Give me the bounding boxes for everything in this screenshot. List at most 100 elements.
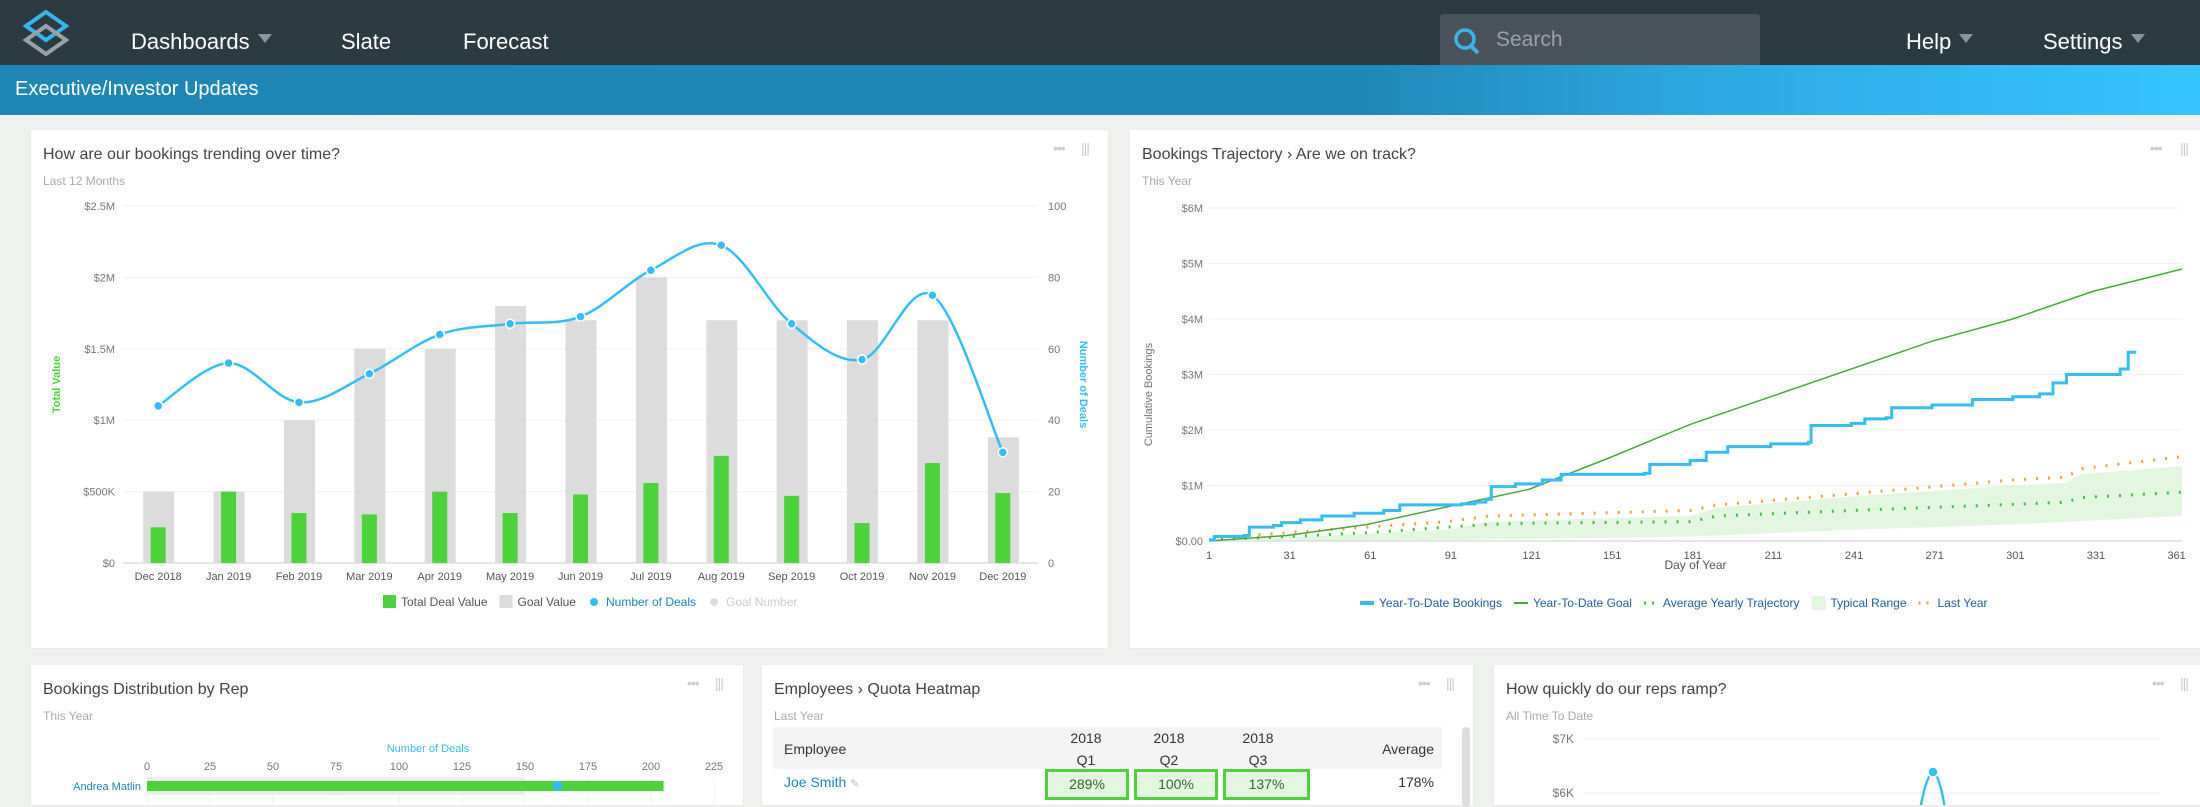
x-tick: Oct 2019 xyxy=(840,571,885,583)
x-tick: 100 xyxy=(390,761,408,773)
deal-value-bar[interactable] xyxy=(713,455,729,563)
col-quarter: Q3 xyxy=(1248,752,1268,768)
y2-tick: 20 xyxy=(1048,487,1060,499)
ramp-chart: $7K $6K xyxy=(1553,732,2160,805)
deals-point[interactable] xyxy=(645,265,657,276)
deals-bar[interactable] xyxy=(147,781,664,791)
more-icon[interactable]: ••• xyxy=(1053,140,1066,156)
deal-value-bar[interactable] xyxy=(995,493,1011,563)
panel-title: Bookings Trajectory › Are we on track? xyxy=(1142,146,1416,163)
edit-pencil-icon[interactable]: ✎ xyxy=(850,778,860,790)
legend-item[interactable]: Goal Number xyxy=(726,595,797,609)
y2-axis-title: Number of Deals xyxy=(1077,341,1089,428)
legend-item[interactable]: Total Deal Value xyxy=(401,595,488,609)
deal-value-bar[interactable] xyxy=(221,491,237,563)
y-tick: $500K xyxy=(83,487,115,499)
y2-tick: 60 xyxy=(1048,344,1060,356)
x-tick: Mar 2019 xyxy=(346,571,392,583)
deal-value-bar[interactable] xyxy=(784,495,800,563)
deal-value-bar[interactable] xyxy=(643,483,659,563)
deals-point[interactable] xyxy=(364,368,375,380)
col-employee[interactable]: Employee xyxy=(784,741,847,757)
more-icon[interactable]: ••• xyxy=(2152,675,2165,691)
legend-item[interactable]: Year-To-Date Bookings xyxy=(1379,596,1502,610)
deals-point[interactable] xyxy=(786,318,797,330)
heatmap-cell[interactable]: 289% xyxy=(1045,769,1129,800)
filter-icon[interactable]: ||| xyxy=(2180,675,2189,691)
caret-down-icon xyxy=(257,34,272,43)
y-tick: $1.5M xyxy=(84,344,115,356)
more-icon[interactable]: ••• xyxy=(1418,675,1431,691)
logo-icon[interactable] xyxy=(20,10,72,56)
legend-item[interactable]: Number of Deals xyxy=(606,595,696,609)
deals-point[interactable] xyxy=(716,240,727,251)
deal-value-bar[interactable] xyxy=(150,527,166,563)
deals-point[interactable] xyxy=(997,447,1009,458)
deal-value-bar[interactable] xyxy=(291,513,307,563)
nav-settings[interactable]: Settings xyxy=(2043,0,2145,65)
nav-label: Dashboards xyxy=(131,29,250,54)
more-icon[interactable]: ••• xyxy=(2150,140,2163,156)
filter-icon[interactable]: ||| xyxy=(1446,675,1455,691)
x-axis-title: Number of Deals xyxy=(387,743,470,755)
rep-label[interactable]: Andrea Matlin xyxy=(73,781,141,793)
nav-forecast[interactable]: Forecast xyxy=(463,29,549,54)
x-tick: 50 xyxy=(267,761,279,773)
heatmap-cell[interactable]: 137% xyxy=(1223,769,1310,800)
filter-icon[interactable]: ||| xyxy=(2180,140,2189,156)
legend-item[interactable]: Last Year xyxy=(1938,596,1988,610)
x-tick: 225 xyxy=(705,761,723,773)
x-tick: 241 xyxy=(1845,550,1863,562)
deals-point[interactable] xyxy=(504,318,516,330)
deals-point[interactable] xyxy=(223,357,234,369)
nav-help[interactable]: Help xyxy=(1906,0,1974,65)
search-placeholder: Search xyxy=(1496,28,1563,51)
marker-point[interactable] xyxy=(552,781,563,791)
legend-item[interactable]: Average Yearly Trajectory xyxy=(1663,596,1800,610)
more-icon[interactable]: ••• xyxy=(687,675,700,691)
deal-value-bar[interactable] xyxy=(573,494,588,563)
filter-icon[interactable]: ||| xyxy=(715,675,724,691)
panel-title: Employees › Quota Heatmap xyxy=(774,681,981,698)
col-q3[interactable]: 2018 Q3 xyxy=(1228,727,1288,771)
nav-dashboards[interactable]: Dashboards xyxy=(131,0,272,65)
search-icon xyxy=(1454,28,1480,55)
deals-point[interactable] xyxy=(927,290,938,301)
legend-item[interactable]: Goal Value xyxy=(518,595,577,609)
employee-link[interactable]: Joe Smith ✎ xyxy=(784,774,859,790)
col-q1[interactable]: 2018 Q1 xyxy=(1056,727,1116,771)
deals-point[interactable] xyxy=(152,400,164,412)
x-tick: 121 xyxy=(1522,550,1540,562)
caret-down-icon xyxy=(2130,34,2145,43)
nav-label: Help xyxy=(1906,29,1952,54)
x-tick: May 2019 xyxy=(486,571,534,583)
deals-point[interactable] xyxy=(293,397,305,408)
y-tick: $1M xyxy=(94,415,115,427)
deals-point[interactable] xyxy=(434,329,445,340)
x-tick: 175 xyxy=(579,761,597,773)
heatmap-cell[interactable]: 100% xyxy=(1134,769,1218,800)
nav-label: Settings xyxy=(2043,29,2123,54)
deal-value-bar[interactable] xyxy=(502,513,518,563)
x-tick: Apr 2019 xyxy=(417,571,462,583)
legend-item[interactable]: Year-To-Date Goal xyxy=(1533,596,1632,610)
scrollbar[interactable] xyxy=(1462,727,1470,807)
nav-slate[interactable]: Slate xyxy=(341,29,392,54)
deal-value-bar[interactable] xyxy=(854,523,870,563)
deal-value-bar[interactable] xyxy=(432,491,448,563)
deal-value-bar[interactable] xyxy=(361,514,377,563)
filter-icon[interactable]: ||| xyxy=(1081,140,1090,156)
y-axis-title: Total Value xyxy=(51,356,63,413)
col-average[interactable]: Average xyxy=(1382,741,1434,757)
x-tick: 75 xyxy=(330,761,342,773)
y-tick: $4M xyxy=(1182,314,1203,326)
deal-value-bar[interactable] xyxy=(924,463,940,563)
x-tick: 361 xyxy=(2167,550,2185,562)
legend-item[interactable]: Typical Range xyxy=(1830,596,1906,610)
data-point[interactable] xyxy=(1927,766,1939,778)
deals-point[interactable] xyxy=(856,354,868,365)
deals-point[interactable] xyxy=(575,311,586,322)
y-tick: $6K xyxy=(1553,786,1574,800)
col-q2[interactable]: 2018 Q2 xyxy=(1139,727,1199,771)
search-input[interactable]: Search xyxy=(1440,14,1760,65)
